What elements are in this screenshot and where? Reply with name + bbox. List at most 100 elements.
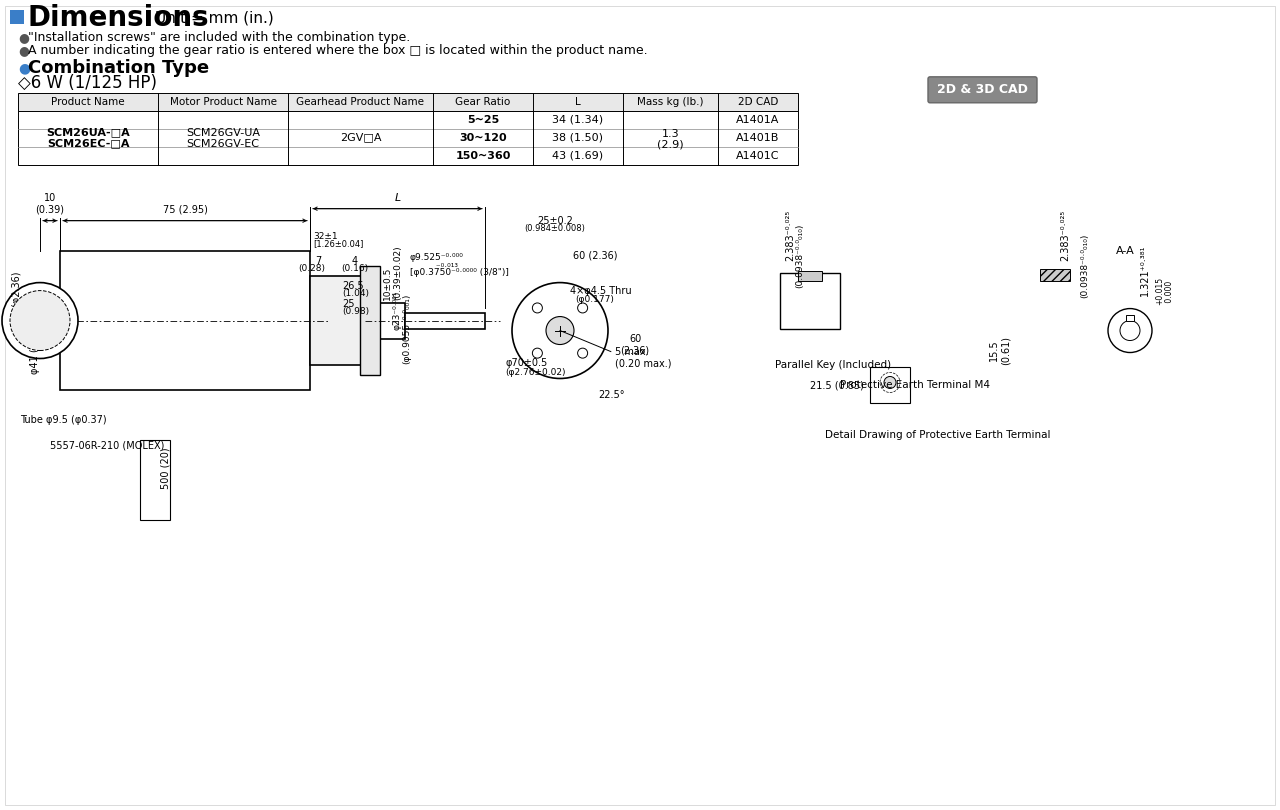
Text: 7: 7 xyxy=(315,256,321,266)
Text: 2D CAD: 2D CAD xyxy=(737,97,778,107)
Bar xyxy=(780,273,840,329)
Circle shape xyxy=(547,317,573,344)
Text: 21.5 (0.85): 21.5 (0.85) xyxy=(810,381,864,390)
Text: 75 (2.95): 75 (2.95) xyxy=(163,205,207,215)
Text: 150~360: 150~360 xyxy=(456,151,511,160)
Text: SCM26GV-EC: SCM26GV-EC xyxy=(187,139,260,149)
Text: 26.5: 26.5 xyxy=(342,280,364,291)
Text: 5~25: 5~25 xyxy=(467,115,499,125)
Bar xyxy=(18,93,797,111)
Text: 32±1: 32±1 xyxy=(314,232,338,241)
Text: 4×φ4.5 Thru: 4×φ4.5 Thru xyxy=(570,286,631,296)
Text: (0.16): (0.16) xyxy=(342,263,369,273)
Bar xyxy=(1039,269,1070,280)
Text: (φ2.76±0.02): (φ2.76±0.02) xyxy=(506,369,566,377)
Text: Motor Product Name: Motor Product Name xyxy=(169,97,276,107)
Text: 60
(2.36): 60 (2.36) xyxy=(621,334,649,356)
Text: SCM26GV-UA: SCM26GV-UA xyxy=(186,128,260,138)
Text: 43 (1.69): 43 (1.69) xyxy=(553,151,604,160)
Text: (0.98): (0.98) xyxy=(342,306,369,316)
Text: Combination Type: Combination Type xyxy=(28,59,209,77)
Text: L: L xyxy=(394,193,401,202)
Text: ◇6 W (1/125 HP): ◇6 W (1/125 HP) xyxy=(18,74,157,92)
Text: A1401A: A1401A xyxy=(736,115,780,125)
Text: Gear Ratio: Gear Ratio xyxy=(456,97,511,107)
Text: 10
(0.39): 10 (0.39) xyxy=(36,193,64,215)
Text: 1.321⁺⁰·³⁸¹: 1.321⁺⁰·³⁸¹ xyxy=(1140,245,1149,296)
Bar xyxy=(310,275,370,365)
Text: ●: ● xyxy=(18,32,29,45)
Text: 30~120: 30~120 xyxy=(460,133,507,143)
Text: [1.26±0.04]: [1.26±0.04] xyxy=(314,239,364,248)
Text: A-A: A-A xyxy=(1116,245,1134,256)
Text: L: L xyxy=(575,97,581,107)
Text: (0.0938⁻⁰·⁰₀₁₀): (0.0938⁻⁰·⁰₀₁₀) xyxy=(795,224,804,288)
Text: (φ0.177): (φ0.177) xyxy=(575,295,614,304)
Text: A number indicating the gear ratio is entered where the box □ is located within : A number indicating the gear ratio is en… xyxy=(28,45,648,58)
Bar xyxy=(18,111,797,164)
Text: Protective Earth Terminal M4: Protective Earth Terminal M4 xyxy=(840,381,989,390)
Text: Tube φ9.5 (φ0.37): Tube φ9.5 (φ0.37) xyxy=(20,416,106,425)
Text: 5 max.
(0.20 max.): 5 max. (0.20 max.) xyxy=(614,347,672,369)
Text: 2.383⁻⁰·⁰²⁵: 2.383⁻⁰·⁰²⁵ xyxy=(785,210,795,262)
Bar xyxy=(870,368,910,403)
Circle shape xyxy=(512,283,608,378)
Circle shape xyxy=(884,377,896,389)
Text: Mass kg (lb.): Mass kg (lb.) xyxy=(637,97,704,107)
Bar xyxy=(60,250,310,390)
Text: φ47: φ47 xyxy=(20,321,29,340)
Bar xyxy=(797,271,822,280)
Circle shape xyxy=(577,348,588,358)
Text: φ70±0.5: φ70±0.5 xyxy=(506,359,548,369)
Text: 15.5
(0.61): 15.5 (0.61) xyxy=(989,336,1011,365)
Text: (φ0.9055⁻⁰·⁰₀₀₁): (φ0.9055⁻⁰·⁰₀₀₁) xyxy=(402,293,411,364)
Text: +0.015
 0.000: +0.015 0.000 xyxy=(1155,276,1175,305)
Text: 500 (20): 500 (20) xyxy=(160,448,170,489)
Text: 2D & 3D CAD: 2D & 3D CAD xyxy=(937,83,1028,96)
Text: Gearhead Product Name: Gearhead Product Name xyxy=(297,97,425,107)
Text: Product Name: Product Name xyxy=(51,97,125,107)
Text: 22.5°: 22.5° xyxy=(598,390,625,400)
Text: ●: ● xyxy=(18,61,31,75)
Text: 10±0.5
(0.39±0.02): 10±0.5 (0.39±0.02) xyxy=(383,245,402,300)
Text: [φ0.3750⁻⁰·⁰⁰⁰⁰ (3/8")]: [φ0.3750⁻⁰·⁰⁰⁰⁰ (3/8")] xyxy=(410,268,509,277)
Text: 25±0.2: 25±0.2 xyxy=(538,215,573,226)
Text: 25: 25 xyxy=(342,299,355,309)
Text: Parallel Key (Included): Parallel Key (Included) xyxy=(774,360,891,370)
Text: 1.3: 1.3 xyxy=(662,129,680,139)
Text: 34 (1.34): 34 (1.34) xyxy=(553,115,604,125)
Text: "Installation screws" are included with the combination type.: "Installation screws" are included with … xyxy=(28,32,411,45)
Circle shape xyxy=(532,303,543,313)
Circle shape xyxy=(532,348,543,358)
Text: 4: 4 xyxy=(352,256,358,266)
Text: ●: ● xyxy=(18,45,29,58)
Text: A1401B: A1401B xyxy=(736,133,780,143)
Text: φ23⁻⁰·⁰²¹: φ23⁻⁰·⁰²¹ xyxy=(393,291,402,330)
Text: (0.0938⁻⁰·⁰₀₁₀): (0.0938⁻⁰·⁰₀₁₀) xyxy=(1080,233,1089,298)
Text: (2.9): (2.9) xyxy=(657,140,684,150)
Circle shape xyxy=(3,283,78,359)
Circle shape xyxy=(577,303,588,313)
Text: SCM26EC-□A: SCM26EC-□A xyxy=(47,139,129,149)
Circle shape xyxy=(10,291,70,351)
Bar xyxy=(10,10,24,23)
Text: (0.984±0.008): (0.984±0.008) xyxy=(525,224,585,232)
Text: 2.383⁻⁰·⁰²⁵: 2.383⁻⁰·⁰²⁵ xyxy=(1060,210,1070,262)
Text: 5557-06R-210 (MOLEX): 5557-06R-210 (MOLEX) xyxy=(50,441,164,450)
Text: Unit = mm (in.): Unit = mm (in.) xyxy=(155,11,274,25)
Text: (1.04): (1.04) xyxy=(342,288,369,297)
Text: 60 (2.36): 60 (2.36) xyxy=(572,250,617,261)
Text: φ60 (φ2.36): φ60 (φ2.36) xyxy=(12,272,22,330)
FancyBboxPatch shape xyxy=(928,77,1037,103)
Text: 38 (1.50): 38 (1.50) xyxy=(553,133,603,143)
Text: φ41 (φ1.85): φ41 (φ1.85) xyxy=(29,317,40,374)
Bar xyxy=(404,313,485,329)
Text: φ9.525⁻⁰·⁰⁰⁰
         ⁻⁰·⁰¹³: φ9.525⁻⁰·⁰⁰⁰ ⁻⁰·⁰¹³ xyxy=(410,253,463,272)
Bar xyxy=(140,441,170,520)
Text: 2GV□A: 2GV□A xyxy=(339,133,381,143)
Bar xyxy=(360,266,380,376)
Text: (0.28): (0.28) xyxy=(298,263,325,273)
Circle shape xyxy=(1108,309,1152,352)
Bar xyxy=(370,303,404,339)
Text: A1401C: A1401C xyxy=(736,151,780,160)
